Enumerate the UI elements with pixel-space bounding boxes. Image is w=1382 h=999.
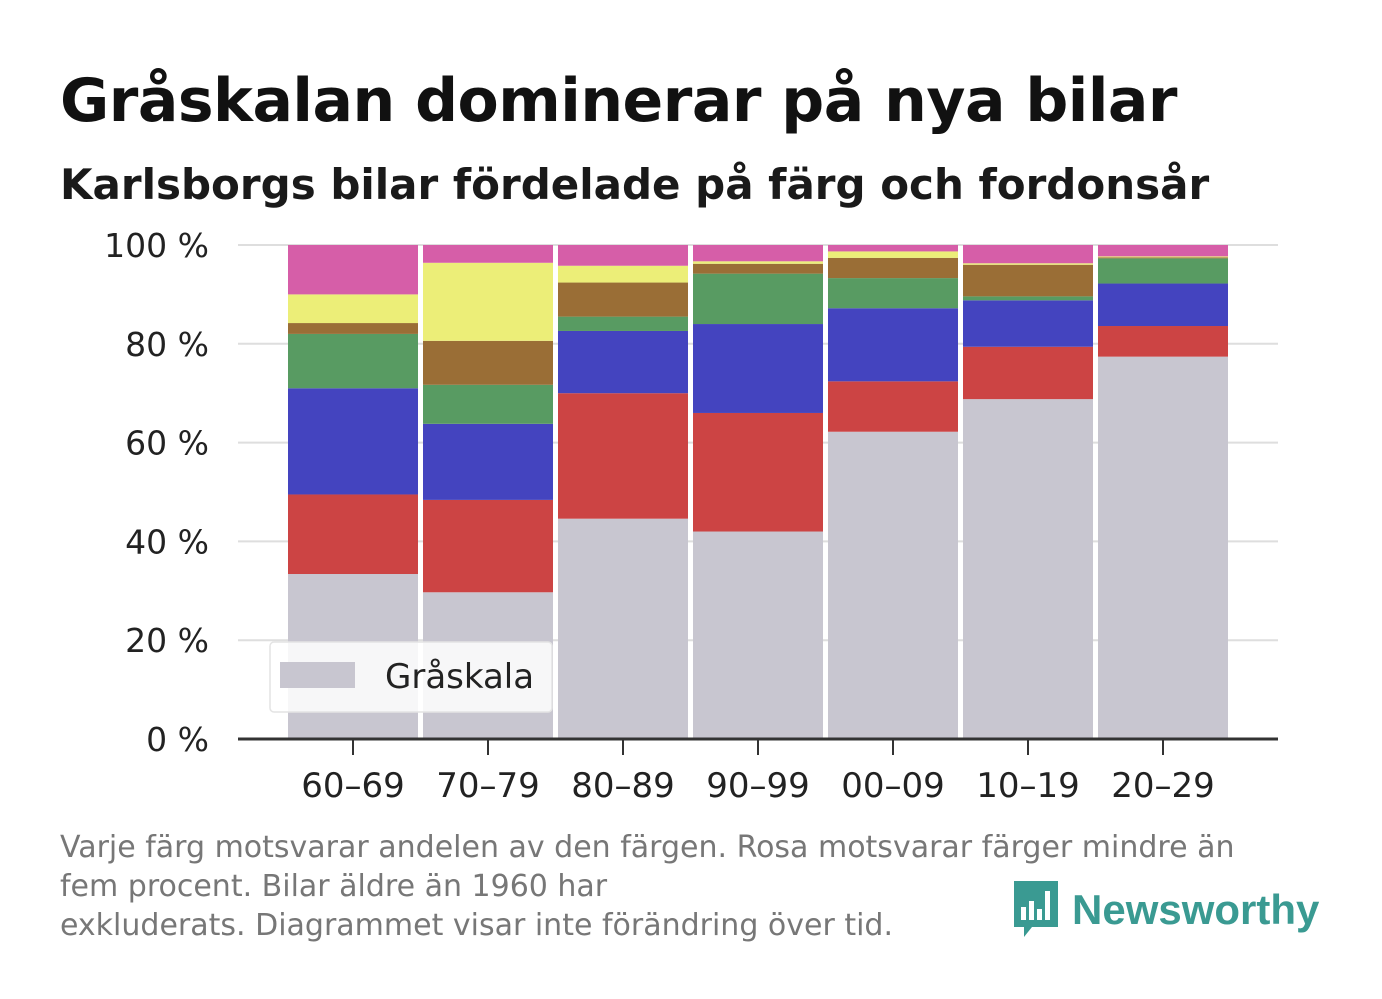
bar-segment — [288, 333, 418, 389]
bar-segment — [423, 245, 553, 263]
chart-caption: Varje färg motsvarar andelen av den färg… — [60, 828, 1300, 945]
bar-segment — [423, 423, 553, 500]
y-tick-label: 0 % — [146, 720, 209, 759]
bar-segment — [693, 263, 823, 274]
bar-segment — [693, 412, 823, 532]
bar-segment — [558, 282, 688, 317]
y-axis-ticks: 0 % 20 % 40 % 60 % 80 % 100 % — [104, 226, 209, 759]
x-tick-label: 60–69 — [301, 766, 405, 806]
bar-segment — [288, 388, 418, 495]
bar-segment — [558, 518, 688, 739]
bar-segment — [288, 323, 418, 334]
bar-segment — [693, 245, 823, 262]
bar-segment — [1098, 326, 1228, 357]
bar-segment — [1098, 256, 1228, 258]
bar-segment — [828, 257, 958, 279]
bar-segment — [693, 324, 823, 413]
bar-segment — [558, 265, 688, 283]
bar-segment — [423, 262, 553, 341]
bar-segment — [1098, 356, 1228, 739]
bar-segment — [693, 531, 823, 739]
x-tick-label: 70–79 — [436, 766, 540, 806]
caption-line: Varje färg motsvarar andelen av den färg… — [60, 830, 1235, 865]
bar-segment — [423, 384, 553, 424]
y-tick-label: 100 % — [104, 226, 209, 265]
x-tick-label: 10–19 — [976, 766, 1080, 806]
x-tick-label: 80–89 — [571, 766, 675, 806]
y-tick-label: 40 % — [125, 522, 209, 561]
bar-segment — [828, 251, 958, 258]
bar-segment — [693, 261, 823, 264]
bar-segment — [558, 330, 688, 394]
bar-segment — [288, 294, 418, 324]
bar-segment — [558, 393, 688, 519]
legend-swatch-graskala — [280, 662, 355, 688]
bar-segment — [558, 245, 688, 266]
bar-segment — [828, 245, 958, 252]
bar-segment — [828, 381, 958, 432]
bar-segment — [558, 316, 688, 331]
bar-segment — [288, 494, 418, 575]
x-axis: 60–69 70–79 80–89 90–99 00–09 10–19 20–29 — [238, 737, 1278, 806]
bar-segment — [963, 399, 1093, 739]
bar-segment — [423, 499, 553, 593]
y-tick-label: 80 % — [125, 325, 209, 364]
bar-segment — [1098, 283, 1228, 327]
bar-segment — [963, 300, 1093, 347]
bar-segment — [963, 245, 1093, 264]
logo-text: Newsworthy — [1072, 886, 1320, 933]
bar-segment — [963, 263, 1093, 265]
caption-line: fem procent. Bilar äldre än 1960 har — [60, 869, 608, 904]
chart-title: Gråskalan dominerar på nya bilar — [60, 66, 1178, 136]
bar-segment — [423, 340, 553, 385]
x-tick-label: 90–99 — [706, 766, 810, 806]
bar-chart-speech-bubble-icon — [1014, 881, 1058, 937]
bar-segment — [963, 296, 1093, 301]
bar-segment — [828, 278, 958, 309]
legend-label-graskala: Gråskala — [385, 657, 534, 697]
bar-segment — [1098, 245, 1228, 257]
x-tick-label: 20–29 — [1111, 766, 1215, 806]
x-tick-label: 00–09 — [841, 766, 945, 806]
bar-segment — [828, 308, 958, 382]
bar-segment — [693, 273, 823, 325]
legend: Gråskala — [269, 641, 553, 713]
bar-segment — [828, 431, 958, 739]
chart-subtitle: Karlsborgs bilar fördelade på färg och f… — [60, 160, 1210, 209]
bar-segment — [963, 264, 1093, 297]
newsworthy-logo[interactable]: Newsworthy — [1010, 878, 1319, 942]
bar-segment — [288, 245, 418, 295]
legend-box — [269, 641, 553, 713]
bar-segment — [963, 346, 1093, 400]
y-tick-label: 60 % — [125, 424, 209, 463]
bar-segment — [1098, 258, 1228, 284]
stacked-bar-chart: 0 % 20 % 40 % 60 % 80 % 100 % 60–69 70–79 80–89… — [104, 226, 1278, 806]
y-tick-label: 20 % — [125, 621, 209, 660]
bar-segment — [1098, 257, 1228, 259]
caption-line: exkluderats. Diagrammet visar inte förän… — [60, 908, 894, 943]
